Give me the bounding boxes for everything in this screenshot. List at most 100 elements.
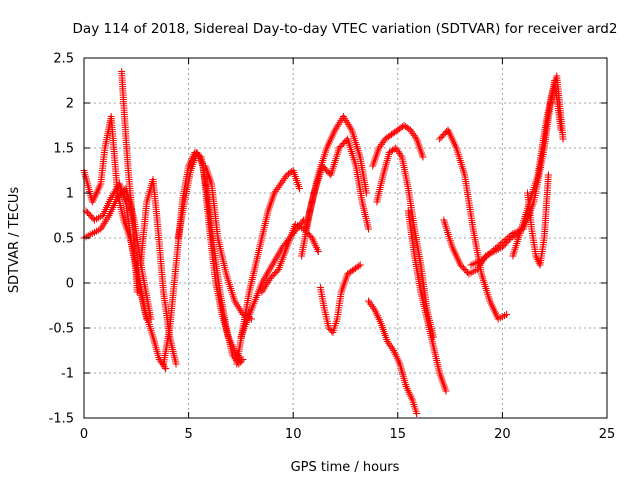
x-tick-label: 25 [599,427,616,442]
data-point [133,288,141,296]
data-point [502,236,510,243]
data-point [270,189,278,197]
data-point [379,139,387,147]
data-series [174,149,245,363]
data-point [504,234,512,242]
x-tick-label: 20 [494,427,511,442]
data-point [385,339,393,347]
data-point [370,304,378,312]
data-point [491,245,499,252]
y-tick-label: 2.5 [53,52,74,67]
data-series [404,207,450,395]
data-series [369,122,427,170]
data-point [273,267,281,275]
data-series [316,261,364,336]
data-point [162,365,170,372]
data-point [272,187,280,195]
data-point [365,225,373,233]
data-point [366,299,374,307]
data-point [495,242,503,249]
data-point [490,246,498,254]
data-point [377,140,385,148]
data-point [314,248,322,255]
data-point [503,311,511,318]
data-point [394,148,402,156]
y-tick-label: 1.5 [53,142,74,157]
x-tick-label: 15 [390,427,407,442]
data-point [387,343,395,351]
data-point [410,131,418,139]
data-series [201,162,255,323]
data-point [486,249,494,257]
data-series [302,135,373,233]
data-point [295,185,303,192]
data-point [383,338,391,345]
data-series [258,221,322,296]
data-point [477,257,485,264]
axis-ticks [83,57,608,419]
data-point [419,153,427,161]
x-tick-label: 0 [80,427,88,442]
data-point [534,256,542,264]
y-tick-label: -0.5 [49,322,74,337]
data-point [397,151,405,159]
data-point [409,130,417,138]
data-point [442,387,450,395]
data-point [557,126,565,134]
y-tick-label: 1 [66,187,74,202]
data-point [368,302,376,310]
y-tick-label: 0.5 [53,232,74,247]
y-axis-label: SDTVAR / TECUs [7,187,22,294]
data-point [413,410,421,417]
data-point [544,171,552,179]
data-point [375,144,383,152]
data-point [500,237,508,245]
data-series [509,77,565,260]
data-point [559,135,567,143]
data-point [493,243,501,251]
data-point [484,251,492,258]
data-point [411,133,419,141]
data-series [233,167,303,368]
data-point [481,254,489,261]
data-series [118,68,141,296]
data-point [408,128,416,136]
data-point [388,345,396,353]
data-series [365,297,421,417]
data-point [277,180,285,188]
data-point [231,347,239,354]
data-point [367,301,375,309]
data-point [280,175,288,183]
data-point [395,149,403,157]
data-point [172,360,180,368]
data-point [147,315,155,323]
data-point [279,176,287,184]
data-point [392,144,400,152]
data-series [373,144,437,341]
data-point [273,185,281,193]
data-point [406,126,414,134]
y-tick-label: 2 [66,97,74,112]
data-point [386,341,394,349]
y-tick-label: -1.5 [49,412,74,427]
tick-labels: 0 5 10 15 20 25 -1.5 -1 -0.5 0 0.5 1 1.5 2 2.5 [49,52,616,443]
chart-title: Day 114 of 2018, Sidereal Day-to-day VTE… [73,21,618,37]
data-point [362,189,370,197]
data-series [524,171,552,269]
data-point [479,255,487,263]
data-point [507,231,515,239]
data-point [505,233,513,240]
data-point [376,142,384,150]
data-point [393,146,401,154]
data-point [274,184,282,192]
x-tick-label: 10 [285,427,302,442]
data-point [483,252,491,260]
data-point [497,240,505,248]
data-points [80,68,567,417]
data-point [488,248,496,255]
data-point [498,239,506,246]
data-point [275,182,283,190]
data-point [356,261,364,269]
data-point [278,178,286,186]
